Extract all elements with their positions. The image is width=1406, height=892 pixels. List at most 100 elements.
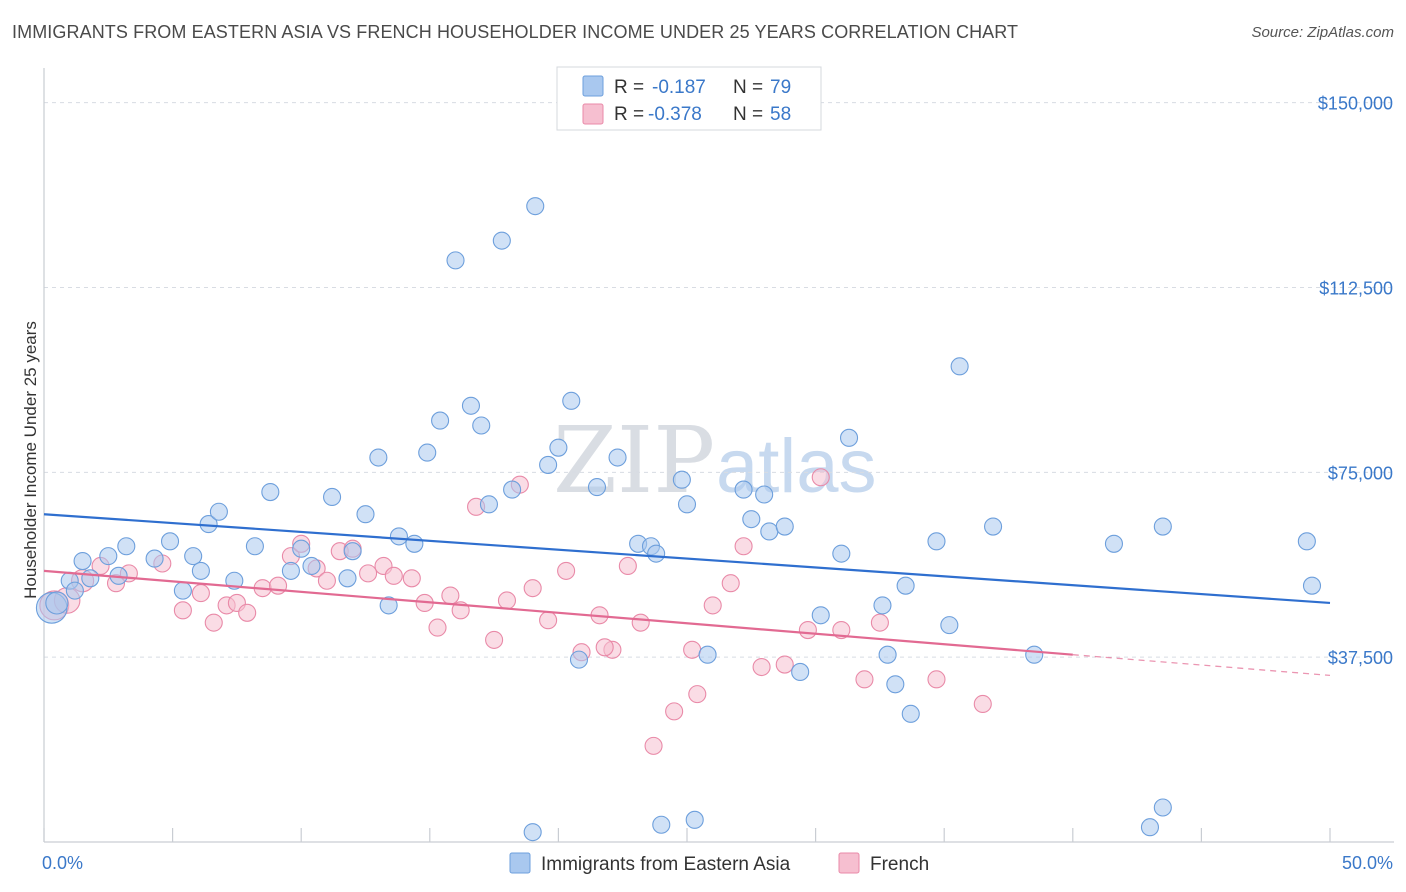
french-point-47 <box>775 655 794 674</box>
french-point-52 <box>870 613 889 632</box>
french-point-46 <box>752 657 771 677</box>
french-point-30 <box>497 591 517 610</box>
french-point-32 <box>523 579 542 598</box>
eastern-asia-point-4 <box>81 569 100 588</box>
french-point-42 <box>688 685 707 704</box>
eastern-asia-point-77 <box>65 581 84 600</box>
legend-n-value-pink: 58 <box>770 104 791 125</box>
x-tick-labels: 0.0% 50.0% <box>42 853 1393 873</box>
eastern-asia-point-33 <box>479 495 499 514</box>
legend-swatch-blue <box>582 75 604 97</box>
eastern-asia-point-72 <box>950 357 969 376</box>
eastern-asia-point-18 <box>292 539 311 558</box>
axes <box>43 68 1394 843</box>
eastern-asia-point-49 <box>698 645 717 664</box>
eastern-asia-point-76 <box>523 823 542 842</box>
legend-swatch-pink <box>582 103 604 125</box>
eastern-asia-point-61 <box>886 675 905 694</box>
eastern-asia-point-53 <box>760 522 779 541</box>
french-point-51 <box>855 670 874 689</box>
eastern-asia-point-75 <box>652 815 671 834</box>
french-point-29 <box>485 630 504 649</box>
french-point-55 <box>595 638 614 657</box>
legend-r-value-blue: -0.187 <box>652 77 706 98</box>
eastern-asia-point-39 <box>562 391 581 410</box>
eastern-asia-point-34 <box>503 480 522 499</box>
eastern-asia-point-57 <box>832 544 851 563</box>
eastern-asia-point-69 <box>1153 517 1172 536</box>
eastern-asia-point-78 <box>145 549 164 568</box>
y-tick-label-1: $75,000 <box>1328 463 1393 483</box>
legend-r-value-pink: -0.378 <box>648 104 702 125</box>
eastern-asia-point-47 <box>677 495 697 514</box>
legend-n-label-blue: N = <box>733 77 763 98</box>
eastern-asia-points <box>35 197 1322 842</box>
bottom-legend-swatch-blue <box>509 852 531 874</box>
eastern-asia-point-17 <box>281 561 300 580</box>
eastern-asia-point-22 <box>343 542 362 561</box>
eastern-asia-point-48 <box>685 810 704 829</box>
y-tick-labels: $37,500 $75,000 $112,500 $150,000 <box>1318 94 1393 669</box>
french-point-9 <box>204 613 223 632</box>
eastern-asia-point-41 <box>587 478 607 497</box>
eastern-asia-point-26 <box>389 527 408 546</box>
french-point-54 <box>973 694 992 714</box>
chart-source: Source: ZipAtlas.com <box>1251 24 1394 41</box>
eastern-asia-point-20 <box>323 487 342 507</box>
french-point-48 <box>798 621 817 640</box>
eastern-asia-point-42 <box>608 448 627 467</box>
eastern-asia-point-40 <box>569 650 589 669</box>
french-point-38 <box>618 556 637 576</box>
eastern-asia-point-31 <box>461 396 481 415</box>
french-point-33 <box>539 611 558 630</box>
eastern-asia-point-60 <box>878 645 897 664</box>
bottom-legend-label-pink: French <box>870 854 929 875</box>
x-tick-label-1: 50.0% <box>1342 853 1393 873</box>
eastern-asia-point-50 <box>734 480 753 499</box>
eastern-asia-point-25 <box>379 596 398 615</box>
eastern-asia-point-70 <box>1140 818 1160 837</box>
french-point-57 <box>317 571 336 590</box>
y-tick-label-0: $37,500 <box>1328 648 1393 668</box>
french-point-7 <box>173 601 192 620</box>
legend-n-label-pink: N = <box>733 104 763 125</box>
stats-legend: R = -0.187 N = 79 R = -0.378 N = 58 <box>556 66 822 131</box>
y-tick-label-3: $150,000 <box>1318 94 1393 114</box>
eastern-asia-point-68 <box>1104 534 1124 553</box>
watermark: ZIP atlas <box>553 407 877 514</box>
x-tick-label-0: 0.0% <box>42 853 83 873</box>
eastern-asia-point-24 <box>369 448 388 467</box>
eastern-asia-point-37 <box>539 455 558 474</box>
eastern-asia-point-55 <box>791 662 810 681</box>
french-point-20 <box>359 564 378 583</box>
french-point-26 <box>441 586 460 605</box>
legend-n-value-blue: 79 <box>770 77 791 98</box>
eastern-asia-point-12 <box>173 581 192 600</box>
eastern-asia-point-46 <box>672 470 691 489</box>
eastern-asia-point-23 <box>356 505 375 524</box>
gridlines <box>44 102 1394 658</box>
french-point-43 <box>703 596 722 615</box>
eastern-asia-point-63 <box>901 704 920 723</box>
french-trend-line-extension <box>1072 654 1331 677</box>
bottom-legend-label-blue: Immigrants from Eastern Asia <box>541 854 791 875</box>
eastern-asia-point-35 <box>492 231 511 250</box>
french-point-40 <box>644 736 663 755</box>
french-point-50 <box>832 621 851 640</box>
series-legend: Immigrants from Eastern Asia French <box>509 852 929 875</box>
chart-title: IMMIGRANTS FROM EASTERN ASIA VS FRENCH H… <box>12 22 1019 42</box>
eastern-asia-point-62 <box>896 576 915 595</box>
y-tick-label-2: $112,500 <box>1319 278 1393 298</box>
eastern-asia-point-10 <box>191 561 210 580</box>
french-point-22 <box>384 566 403 585</box>
eastern-asia-point-15 <box>245 537 264 556</box>
eastern-asia-point-29 <box>431 411 450 430</box>
legend-r-label-pink: R = <box>614 104 644 125</box>
french-points <box>39 468 992 755</box>
french-point-25 <box>428 618 447 637</box>
eastern-asia-point-14 <box>209 502 228 521</box>
eastern-asia-point-73 <box>1297 532 1316 551</box>
french-point-34 <box>557 561 576 580</box>
eastern-asia-point-30 <box>446 251 465 270</box>
eastern-asia-point-66 <box>984 517 1003 536</box>
